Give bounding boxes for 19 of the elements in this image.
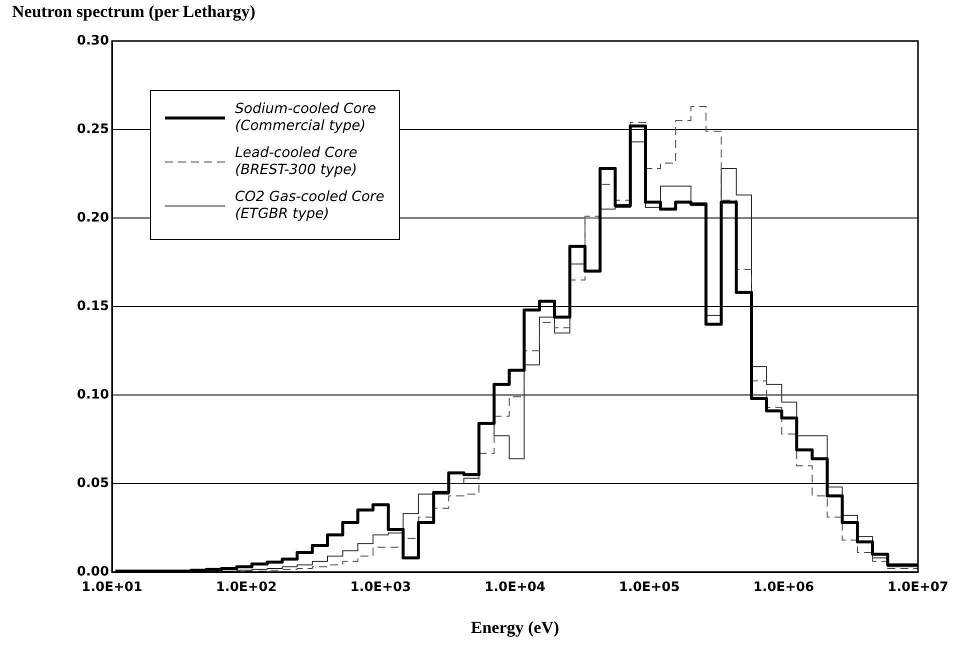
x-tick-label: 1.0E+03: [350, 580, 412, 596]
x-axis-title: Energy (eV): [470, 618, 560, 638]
y-tick-label: 0.25: [76, 122, 109, 137]
x-tick-label: 1.0E+07: [888, 580, 948, 596]
legend-label: Sodium-cooled Core (Commercial type): [235, 101, 378, 135]
x-tick-label: 1.0E+06: [753, 580, 814, 596]
y-tick-label: 0.15: [76, 298, 109, 314]
y-tick-label: 0.05: [76, 476, 109, 491]
y-tick-label: 0.00: [76, 564, 109, 580]
legend-label: Lead-cooled Core (BREST-300 type): [235, 145, 358, 179]
x-tick-label: 1.0E+01: [82, 580, 142, 596]
y-tick-label: 0.10: [76, 387, 109, 402]
y-tick-label: 0.20: [76, 210, 109, 226]
x-tick-label: 1.0E+05: [618, 580, 680, 596]
legend-label: CO2 Gas-cooled Core (ETGBR type): [235, 189, 385, 223]
x-tick-label: 1.0E+02: [216, 580, 277, 596]
y-tick-label: 0.30: [76, 33, 109, 48]
y-axis-title: Neutron spectrum (per Lethargy): [12, 2, 256, 22]
x-tick-label: 1.0E+04: [484, 580, 546, 596]
